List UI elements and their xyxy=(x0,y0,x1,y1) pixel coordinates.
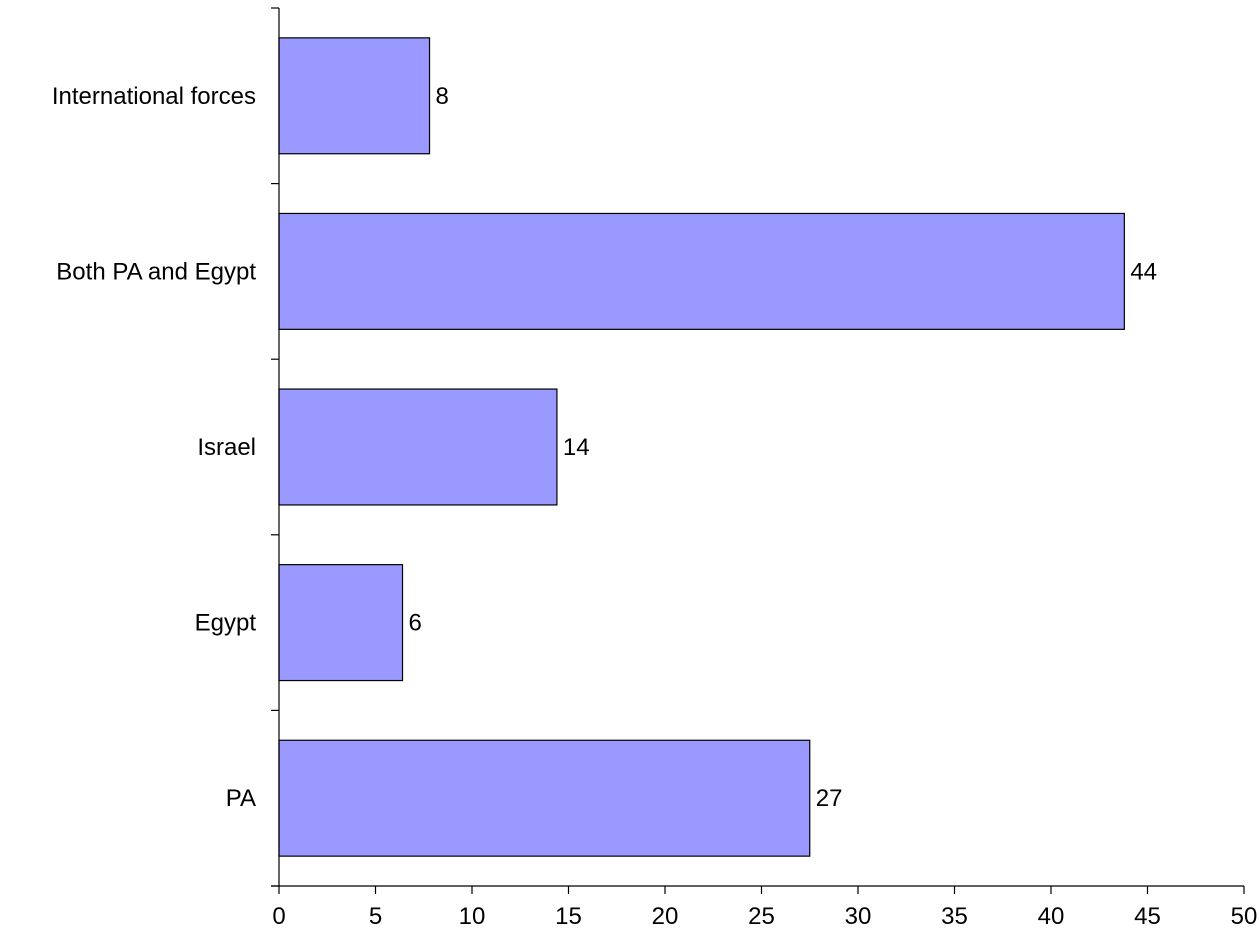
data-label-egypt: 6 xyxy=(409,610,422,637)
labels-layer: 27 PA 6 Egypt 14 Israel 44 Both PA and Egypt 8 In… xyxy=(52,83,1257,930)
data-label-israel: 14 xyxy=(563,434,590,461)
x-tick-label: 10 xyxy=(459,903,486,930)
category-label-egypt: Egypt xyxy=(195,610,257,637)
x-tick-label: 40 xyxy=(1038,903,1065,930)
bar-egypt xyxy=(278,564,404,682)
category-label-pa: PA xyxy=(226,785,256,812)
bar-both-pa-and-egypt xyxy=(278,212,1125,330)
x-tick-label: 20 xyxy=(652,903,679,930)
data-label-both-pa-and-egypt: 44 xyxy=(1130,258,1157,285)
bar-pa xyxy=(278,739,811,857)
x-tick-label: 0 xyxy=(272,903,285,930)
category-label-international-forces: International forces xyxy=(52,83,256,110)
x-tick-label: 50 xyxy=(1231,903,1258,930)
bar-international-forces xyxy=(278,37,431,155)
x-tick-label: 35 xyxy=(941,903,968,930)
data-label-international-forces: 8 xyxy=(436,83,449,110)
category-label-both-pa-and-egypt: Both PA and Egypt xyxy=(56,258,256,285)
x-tick-label: 45 xyxy=(1134,903,1161,930)
x-tick-label: 25 xyxy=(748,903,775,930)
bars-layer xyxy=(278,37,1125,857)
category-label-israel: Israel xyxy=(197,434,256,461)
data-label-pa: 27 xyxy=(816,785,843,812)
x-tick-label: 15 xyxy=(555,903,582,930)
axes-layer xyxy=(271,7,1245,894)
x-tick-label: 30 xyxy=(845,903,872,930)
x-tick-label: 5 xyxy=(369,903,382,930)
bar-israel xyxy=(278,388,558,506)
